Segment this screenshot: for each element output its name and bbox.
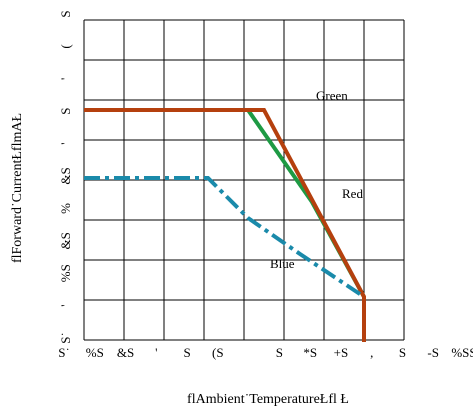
x-tick-labels: S˙ %S&S ' S (S S *S +S, S -S %SS — [58, 345, 473, 360]
x-tick-label: &S — [117, 345, 134, 360]
x-tick-label: %SS — [451, 345, 473, 360]
series-annotations: Green Red Blue — [270, 88, 363, 271]
series-label: Red — [342, 186, 363, 201]
y-tick-label: &S — [58, 167, 73, 184]
x-tick-label: S — [276, 345, 283, 360]
series-line-blue — [84, 176, 366, 299]
x-tick-label: *S — [303, 345, 317, 360]
y-tick-label: S — [58, 108, 73, 115]
y-axis-label: flForward˙CurrentŁflmAŁ — [10, 113, 25, 263]
y-tick-label: S˙ — [58, 332, 73, 344]
y-tick-label: ( — [58, 44, 73, 48]
y-tick-label: S — [58, 10, 73, 17]
x-tick-label: S — [399, 345, 406, 360]
y-tick-label: ' — [58, 142, 73, 144]
y-tick-label: % — [58, 203, 73, 214]
x-tick-label: S˙ — [58, 345, 70, 360]
series-label: Blue — [270, 256, 295, 271]
x-tick-label: +S — [334, 345, 349, 360]
x-tick-label: , — [370, 345, 373, 360]
y-tick-label: %S — [58, 264, 73, 282]
x-tick-label: S — [183, 345, 190, 360]
series-label: Green — [316, 88, 348, 103]
x-tick-label: -S — [427, 345, 439, 360]
y-tick-label: ' — [58, 304, 73, 306]
grid — [83, 19, 405, 341]
series-group — [84, 108, 366, 342]
x-tick-label: ' — [155, 345, 157, 360]
y-tick-label: ' — [58, 78, 73, 80]
x-tick-label: %S — [86, 345, 104, 360]
y-tick-labels: S˙ ' %S&S% &S ' S ' ( S — [58, 10, 73, 343]
y-tick-label: &S — [58, 232, 73, 249]
x-axis-label: flAmbient˙TemperatureŁfl Ł — [187, 392, 349, 407]
series-line-red — [84, 108, 366, 342]
x-tick-label: (S — [212, 345, 224, 360]
